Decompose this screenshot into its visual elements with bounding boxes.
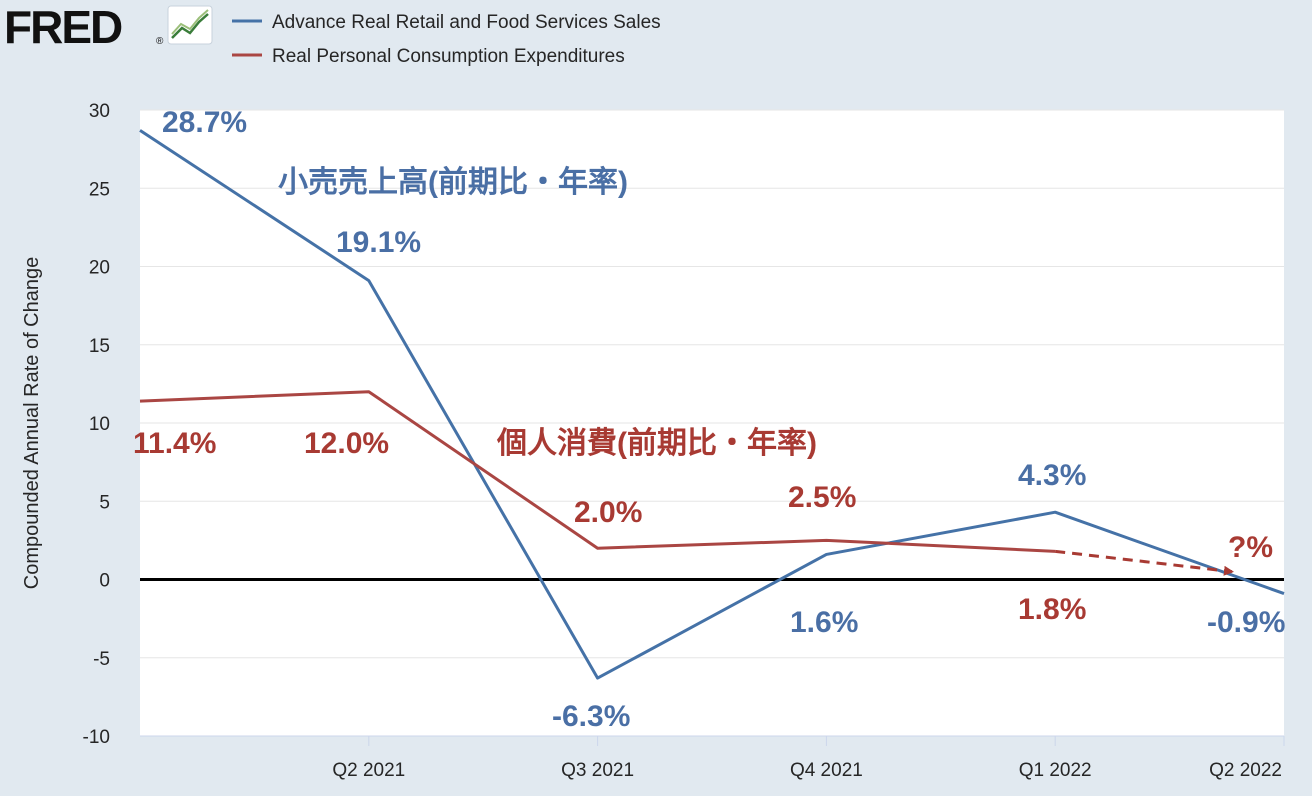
retail-data-label: -6.3% [552,700,630,733]
y-axis-ticks: 30 25 20 15 10 5 0 -5 -10 [83,101,110,748]
retail-data-label: -0.9% [1207,606,1285,639]
legend: Advance Real Retail and Food Services Sa… [232,12,661,67]
y-tick-label: 20 [89,258,110,279]
legend-item-retail[interactable]: Advance Real Retail and Food Services Sa… [232,12,661,33]
pce-data-label: 2.0% [574,496,642,529]
legend-label-pce: Real Personal Consumption Expenditures [272,46,625,67]
fred-chart-icon [167,5,213,45]
x-tick-label: Q4 2021 [790,760,863,781]
y-tick-label: 30 [89,101,110,122]
pce-data-label: 1.8% [1018,593,1086,626]
pce-series-annotation: 個人消費(前期比・年率) [496,427,817,460]
y-tick-label: -5 [93,649,110,670]
pce-data-label: 2.5% [788,481,856,514]
y-tick-label: 5 [99,492,110,513]
retail-series-annotation: 小売売上高(前期比・年率) [278,166,628,199]
series-line-pce[interactable] [139,390,1056,553]
y-axis-label: Compounded Annual Rate of Change [21,257,43,589]
grid [140,109,1284,737]
y-tick-label: 15 [89,336,110,357]
retail-data-label: 19.1% [336,226,421,259]
y-tick-label: 25 [89,179,110,200]
pce-data-label: ?% [1228,531,1273,564]
x-tick-label: Q1 2022 [1019,760,1092,781]
pce-projection-arrow [1055,549,1234,576]
x-axis-ticks: Q2 2021 Q3 2021 Q4 2021 Q1 2022 Q2 2022 [140,735,1285,781]
y-tick-label: 10 [89,414,110,435]
pce-data-label: 11.4% [133,427,216,460]
annotations: 28.7% 19.1% -6.3% 1.6% 4.3% -0.9% 11.4% 12.0% 2.… [133,106,1285,733]
x-tick-label: Q2 2021 [332,760,405,781]
x-tick-label: Q2 2022 [1209,760,1282,781]
series-line-retail[interactable] [139,129,1285,680]
y-tick-label: -10 [83,727,110,748]
retail-data-label: 4.3% [1018,459,1086,492]
series-lines [139,129,1285,680]
y-tick-label: 0 [99,571,110,592]
fred-logo[interactable]: FRED ® [4,1,213,53]
fred-logo-text: FRED [4,1,122,53]
retail-data-label: 28.7% [162,106,247,139]
retail-data-label: 1.6% [790,606,858,639]
x-tick-label: Q3 2021 [561,760,634,781]
legend-label-retail: Advance Real Retail and Food Services Sa… [272,12,661,33]
pce-data-label: 12.0% [304,427,389,460]
fred-logo-mark: ® [156,36,164,47]
legend-item-pce[interactable]: Real Personal Consumption Expenditures [232,46,625,67]
